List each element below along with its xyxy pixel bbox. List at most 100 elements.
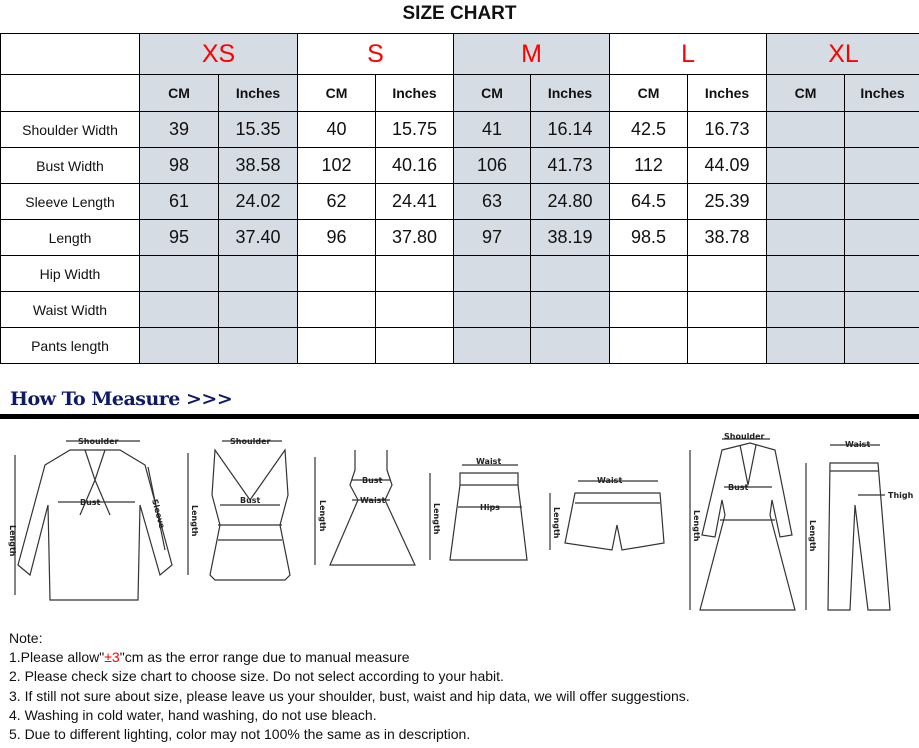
table-cell — [687, 327, 768, 364]
unit-header: Inches — [375, 74, 455, 112]
pants-illustration: Waist Thigh Length — [805, 440, 914, 611]
table-cell: 37.40 — [217, 219, 299, 256]
table-cell — [375, 291, 455, 328]
table-cell — [766, 291, 846, 328]
table-row: Shoulder Width 39 15.35 40 15.75 41 16.14 42.5 1… — [0, 111, 919, 148]
how-to-measure-heading: How To Measure >>> — [10, 388, 233, 410]
table-cell: 38.58 — [217, 147, 299, 184]
label-length: Length — [552, 507, 561, 539]
table-cell — [844, 147, 919, 184]
note-tolerance: ±3 — [104, 649, 120, 666]
label-hips: Hips — [480, 503, 500, 512]
table-cell — [844, 183, 919, 220]
table-row: Waist Width — [0, 291, 919, 328]
table-cell — [217, 291, 299, 328]
row-label: Bust Width — [0, 147, 140, 184]
unit-header: Inches — [217, 74, 299, 112]
table-cell — [375, 327, 455, 364]
note-text: 1.Please allow" — [9, 649, 105, 666]
table-cell: 41.73 — [530, 147, 611, 184]
label-shoulder: Shoulder — [230, 437, 271, 446]
table-cell: 106 — [453, 147, 532, 184]
row-label: Sleeve Length — [0, 183, 140, 220]
table-row: Hip Width — [0, 255, 919, 292]
row-label: Waist Width — [0, 291, 140, 328]
table-cell — [530, 291, 611, 328]
table-cell: 102 — [297, 147, 377, 184]
table-cell: 37.80 — [375, 219, 455, 256]
table-row: Sleeve Length 61 24.02 62 24.41 63 24.80 64.5 25… — [0, 183, 919, 220]
row-label: Shoulder Width — [0, 111, 140, 148]
table-cell: 38.19 — [530, 219, 611, 256]
label-waist: Waist — [360, 496, 385, 505]
divider — [0, 414, 919, 419]
size-l: L — [609, 33, 768, 75]
table-cell — [530, 327, 611, 364]
unit-header: CM — [297, 74, 377, 112]
table-cell: 112 — [609, 147, 689, 184]
table-cell: 40 — [297, 111, 377, 148]
table-cell — [766, 219, 846, 256]
label-shoulder: Shoulder — [78, 437, 119, 446]
table-cell — [453, 255, 532, 292]
table-cell: 63 — [453, 183, 532, 220]
unit-header: Inches — [844, 74, 919, 112]
unit-header: CM — [609, 74, 689, 112]
table-cell — [609, 291, 689, 328]
table-cell — [297, 327, 377, 364]
corner-cell — [0, 33, 140, 75]
table-cell: 25.39 — [687, 183, 768, 220]
table-cell — [766, 111, 846, 148]
table-cell: 62 — [297, 183, 377, 220]
table-cell — [687, 255, 768, 292]
table-cell — [297, 291, 377, 328]
unit-header: Inches — [687, 74, 768, 112]
table-cell: 38.78 — [687, 219, 768, 256]
size-xl: XL — [766, 33, 919, 75]
label-length: Length — [808, 520, 817, 552]
table-row: Length 95 37.40 96 37.80 97 38.19 98.5 38.78 — [0, 219, 919, 256]
label-waist: Waist — [476, 457, 501, 466]
page-title: SIZE CHART — [402, 3, 517, 24]
label-bust: Bust — [240, 496, 261, 505]
label-length: Length — [318, 500, 327, 532]
table-cell — [453, 291, 532, 328]
label-waist: Waist — [597, 476, 622, 485]
size-s: S — [297, 33, 455, 75]
table-cell — [766, 183, 846, 220]
row-label: Length — [0, 219, 140, 256]
notes: Note: 1.Please allow"±3"cm as the error … — [9, 629, 690, 744]
label-bust: Bust — [728, 483, 749, 492]
size-header-row: XS S M L XL — [0, 33, 919, 75]
note-item: 3. If still not sure about size, please … — [9, 687, 690, 704]
table-cell — [139, 327, 219, 364]
table-cell — [687, 291, 768, 328]
table-cell: 44.09 — [687, 147, 768, 184]
unit-header-row: CM Inches CM Inches CM Inches CM Inches CM Inches — [0, 74, 919, 112]
blouse-illustration: Shoulder Bust Length Sleeve — [8, 437, 173, 601]
note-item: 2. Please check size chart to choose siz… — [9, 668, 504, 685]
table-cell: 96 — [297, 219, 377, 256]
table-cell: 39 — [139, 111, 219, 148]
table-cell: 24.80 — [530, 183, 611, 220]
table-cell: 41 — [453, 111, 532, 148]
unit-header: CM — [766, 74, 846, 112]
table-cell: 16.73 — [687, 111, 768, 148]
table-cell: 40.16 — [375, 147, 455, 184]
table-cell — [217, 255, 299, 292]
table-cell — [766, 255, 846, 292]
unit-header: CM — [453, 74, 532, 112]
coat-illustration: Shoulder Bust Length — [689, 432, 796, 611]
table-cell: 15.75 — [375, 111, 455, 148]
note-item: 5. Due to different lighting, color may … — [9, 726, 471, 743]
size-chart-table: XS S M L XL CM Inches CM Inches CM Inches CM Inches C… — [0, 33, 919, 364]
table-cell: 97 — [453, 219, 532, 256]
table-cell — [844, 219, 919, 256]
note-item: 4. Washing in cold water, hand washing, … — [9, 706, 377, 723]
table-cell: 24.02 — [217, 183, 299, 220]
table-row: Pants length — [0, 327, 919, 364]
table-cell: 42.5 — [609, 111, 689, 148]
label-shoulder: Shoulder — [724, 432, 765, 441]
size-xs: XS — [138, 33, 299, 75]
label-bust: Bust — [80, 498, 101, 507]
